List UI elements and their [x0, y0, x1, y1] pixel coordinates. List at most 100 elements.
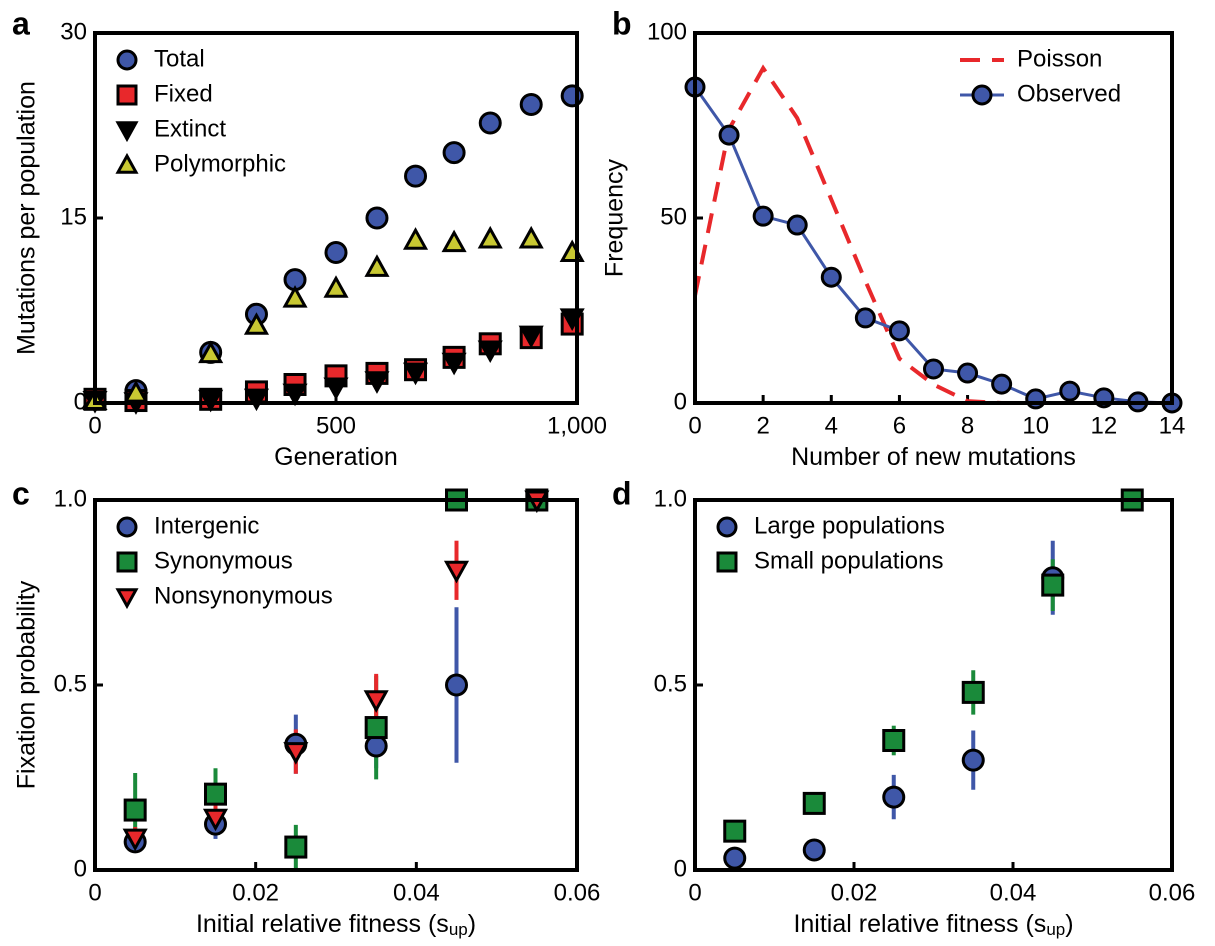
point — [752, 205, 774, 227]
legend-text: Intergenic — [154, 512, 259, 539]
point — [204, 782, 227, 806]
point — [323, 275, 349, 298]
x-axis-label-text: Initial relative fitness (s — [793, 910, 1046, 938]
panel-letter: d — [612, 475, 632, 511]
legend-text: Total — [154, 45, 205, 72]
y-axis-label: Mutations per population — [13, 81, 41, 355]
plot-frame — [93, 498, 579, 872]
point — [282, 285, 308, 308]
legend-text: Synonymous — [154, 547, 293, 574]
point — [441, 352, 467, 376]
point — [961, 748, 985, 772]
point — [923, 358, 944, 380]
y-tick-label: 100 — [647, 18, 687, 45]
point — [961, 680, 985, 704]
y-tick-label: 0.5 — [654, 670, 687, 697]
x-axis-label: Initial relative fitness (sup) — [196, 910, 476, 940]
point — [477, 340, 503, 364]
point — [718, 124, 740, 146]
point — [443, 560, 470, 584]
point — [560, 84, 584, 108]
legend-marker — [116, 49, 138, 71]
x-axis-label: Initial relative fitness (sup) — [793, 910, 1073, 940]
x-tick-label: 12 — [1091, 412, 1118, 439]
point — [445, 673, 468, 697]
x-axis-label-text: Number of new mutations — [791, 443, 1076, 471]
x-axis-label-text: Generation — [274, 443, 398, 471]
y-tick-label: 1.0 — [54, 485, 87, 512]
x-tick-label: 500 — [316, 412, 356, 439]
y-tick-label: 30 — [60, 18, 87, 45]
point — [122, 828, 148, 852]
point — [786, 214, 808, 236]
panel-letter: a — [12, 5, 30, 41]
point — [284, 835, 308, 859]
x-tick-label: 0.06 — [554, 879, 601, 906]
point — [202, 808, 229, 832]
point — [888, 320, 910, 342]
point — [1025, 388, 1047, 410]
legend-text: Small populations — [754, 547, 943, 574]
point — [882, 729, 906, 752]
y-tick-label: 0 — [674, 855, 687, 882]
x-tick-label: 0.04 — [393, 879, 440, 906]
point — [363, 690, 389, 713]
point — [324, 241, 348, 265]
x-axis-label-text: Initial relative fitness (s — [196, 910, 449, 938]
point — [283, 742, 309, 765]
legend-marker — [115, 152, 139, 174]
line — [693, 86, 1173, 405]
x-tick-label: 0 — [688, 412, 701, 439]
point — [282, 383, 308, 407]
point — [477, 225, 503, 249]
point — [882, 785, 906, 809]
point — [441, 229, 467, 253]
y-tick-label: 1.0 — [654, 485, 687, 512]
point — [478, 111, 502, 135]
point — [243, 388, 270, 412]
line — [693, 64, 1002, 405]
point — [365, 206, 389, 230]
point — [854, 307, 876, 329]
x-tick-label: 0 — [88, 412, 101, 439]
point — [559, 239, 585, 263]
point — [442, 141, 466, 165]
x-tick-label: 0.02 — [232, 879, 279, 906]
point — [518, 225, 544, 249]
point — [519, 93, 543, 117]
legend-text: Extinct — [154, 115, 226, 142]
legend-marker — [115, 121, 139, 143]
legend-marker — [716, 516, 738, 538]
x-tick-label: 0.04 — [990, 879, 1037, 906]
point — [723, 846, 747, 870]
plot-frame — [693, 498, 1174, 872]
legend-text: Poisson — [1017, 45, 1102, 72]
point — [802, 791, 826, 815]
y-tick-label: 50 — [660, 203, 687, 230]
plot-frame — [93, 31, 579, 405]
point — [323, 377, 349, 401]
point — [402, 227, 429, 250]
point — [991, 373, 1013, 395]
x-axis-label-sub: up — [449, 920, 468, 939]
panel-letter: c — [12, 475, 30, 511]
legend-text: Large populations — [754, 512, 945, 539]
legend-marker — [116, 84, 138, 106]
point — [802, 838, 826, 862]
x-tick-label: 0.02 — [831, 879, 878, 906]
point — [364, 371, 390, 394]
point — [243, 312, 270, 335]
point — [518, 325, 544, 349]
point — [723, 819, 747, 843]
x-tick-label: 6 — [893, 412, 906, 439]
legend-marker — [971, 84, 993, 106]
panel-letter: b — [612, 5, 632, 41]
x-axis-label: Generation — [274, 443, 398, 471]
legend-text: Observed — [1017, 80, 1121, 107]
point — [123, 798, 147, 822]
x-axis-label-end: ) — [468, 910, 476, 938]
legend-marker — [115, 588, 139, 610]
x-tick-label: 14 — [1159, 412, 1186, 439]
point — [404, 164, 428, 188]
